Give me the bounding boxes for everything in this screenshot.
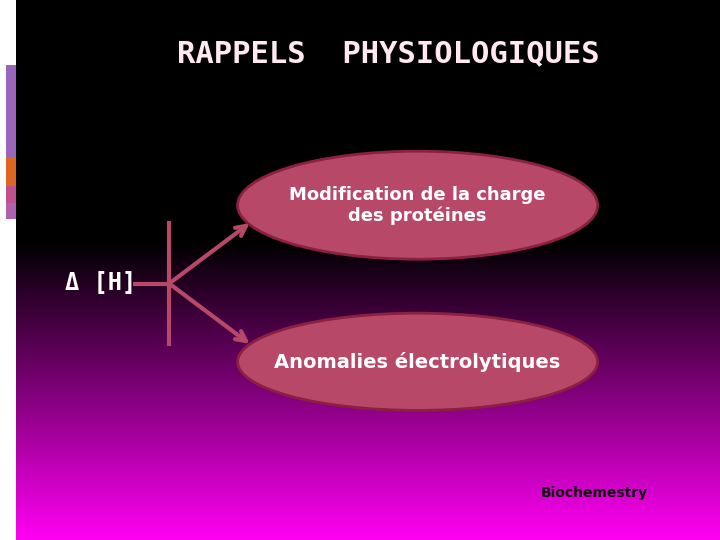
Text: RAPPELS  PHYSIOLOGIQUES: RAPPELS PHYSIOLOGIQUES [178, 39, 600, 69]
Text: Modification de la charge
des protéines: Modification de la charge des protéines [289, 186, 546, 225]
Text: Δ [H]: Δ [H] [65, 272, 136, 295]
Bar [6, 65, 16, 157]
Text: Anomalies électrolytiques: Anomalies électrolytiques [274, 352, 561, 372]
Text: Biochemestry: Biochemestry [541, 485, 648, 500]
Bar [6, 202, 16, 219]
Ellipse shape [238, 313, 598, 410]
Ellipse shape [238, 151, 598, 259]
Bar [0, 0, 16, 540]
Bar [6, 186, 16, 202]
Bar [6, 157, 16, 186]
